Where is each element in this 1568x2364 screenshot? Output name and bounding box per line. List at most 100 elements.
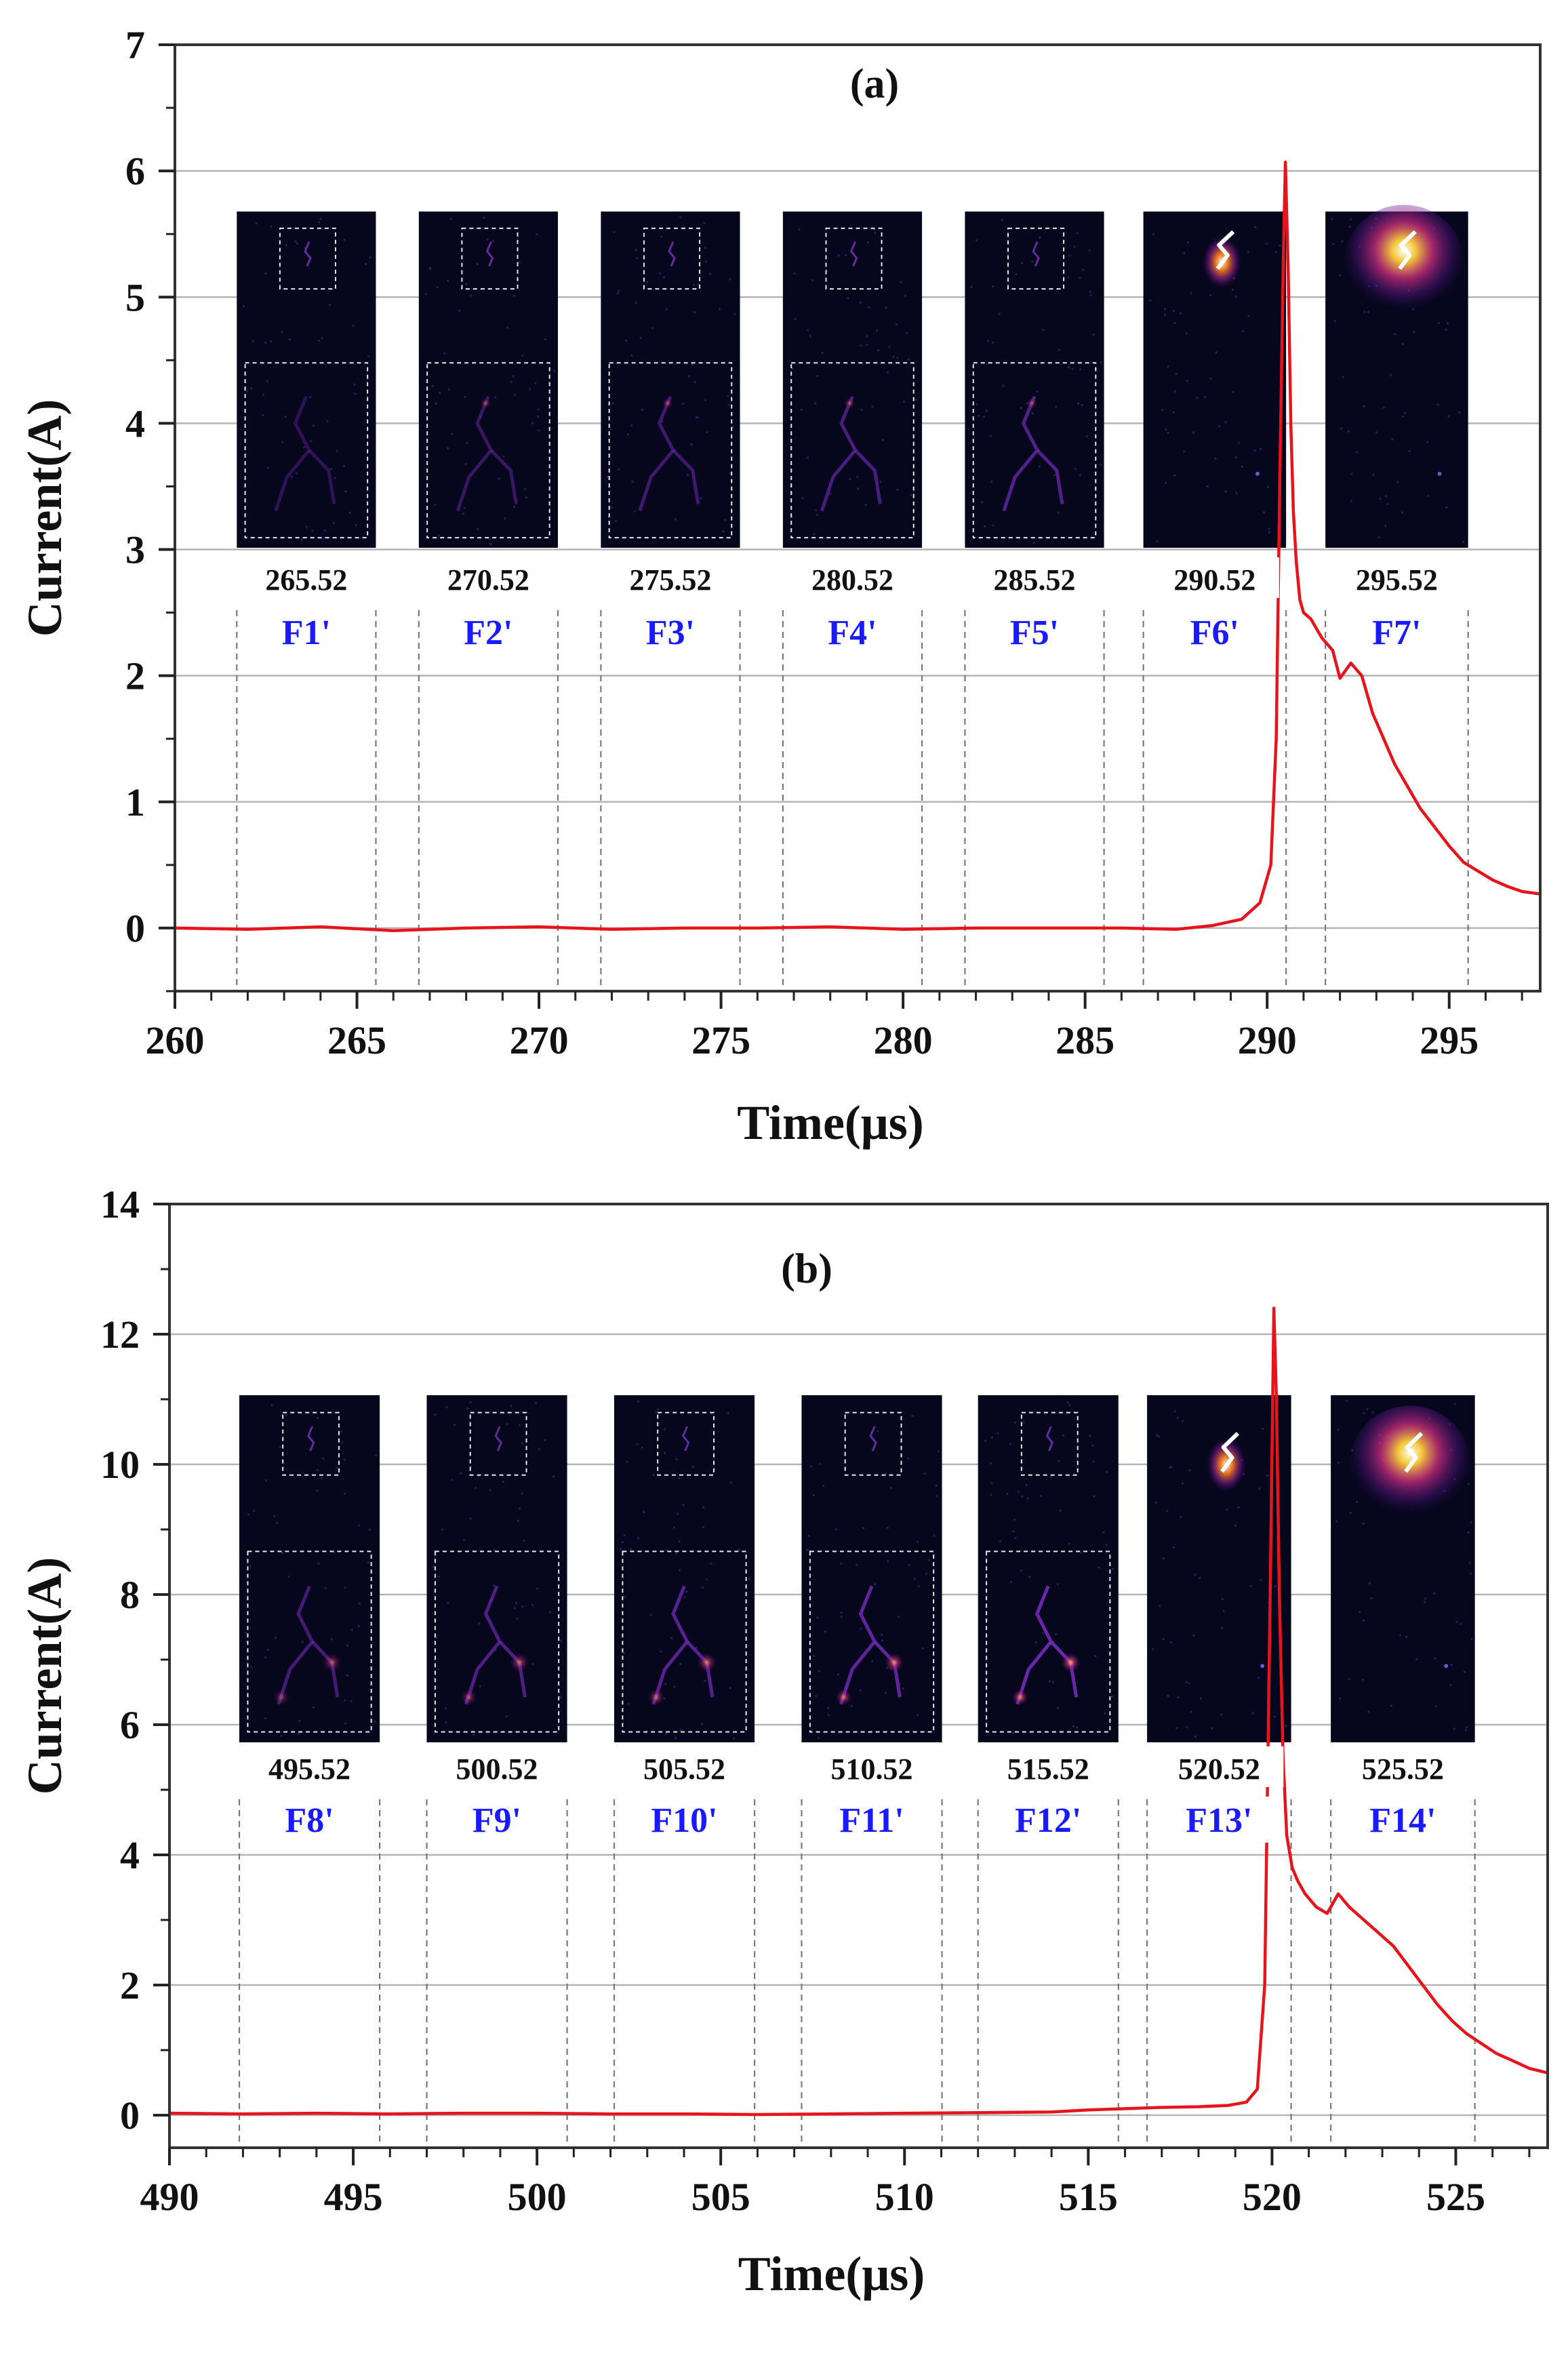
frame-image-5 (965, 212, 1104, 548)
noise-speck (318, 221, 321, 224)
noise-speck (1382, 406, 1385, 409)
noise-speck (432, 1565, 435, 1568)
noise-speck (635, 248, 637, 251)
noise-speck (807, 329, 809, 332)
noise-speck (516, 1618, 519, 1620)
noise-speck (1401, 416, 1404, 418)
noise-speck (435, 1636, 438, 1639)
noise-speck (433, 504, 436, 506)
noise-speck (1438, 322, 1441, 325)
bright-spot (835, 1689, 853, 1706)
noise-speck (536, 1587, 538, 1590)
noise-speck (790, 492, 793, 495)
noise-speck (443, 352, 446, 355)
noise-speck (970, 285, 973, 288)
noise-speck (1346, 1399, 1348, 1402)
noise-speck (474, 1487, 477, 1489)
noise-speck (1241, 466, 1243, 468)
noise-speck (1255, 471, 1260, 476)
time-label-background (424, 557, 553, 598)
noise-speck (1186, 1726, 1188, 1729)
noise-speck (1105, 1544, 1108, 1546)
noise-speck (859, 1689, 862, 1691)
noise-speck (469, 1401, 472, 1404)
noise-speck (1237, 441, 1240, 444)
noise-speck (907, 358, 910, 361)
noise-speck (245, 1641, 248, 1643)
noise-speck (610, 506, 613, 509)
noise-speck (252, 340, 254, 342)
streamer-trace (494, 1426, 502, 1451)
noise-speck (1242, 330, 1245, 333)
noise-speck (1390, 374, 1392, 376)
noise-speck (860, 1627, 862, 1630)
bright-spot (1060, 1652, 1081, 1672)
noise-speck (515, 1602, 518, 1605)
noise-speck (801, 497, 804, 500)
noise-speck (365, 262, 367, 265)
noise-speck (1218, 425, 1221, 428)
noise-speck (693, 380, 696, 383)
noise-speck (1079, 368, 1082, 371)
noise-speck (807, 1534, 810, 1537)
noise-speck (621, 1541, 624, 1544)
noise-speck (1015, 273, 1018, 276)
time-label-background (620, 1746, 749, 1787)
frame-label-background (427, 609, 550, 655)
noise-speck (886, 1527, 889, 1529)
noise-speck (981, 501, 984, 504)
noise-speck (1260, 1664, 1265, 1668)
noise-speck (275, 1637, 277, 1639)
noise-speck (1039, 1495, 1042, 1498)
noise-speck (424, 293, 427, 296)
noise-speck (447, 388, 450, 391)
noise-speck (1447, 415, 1450, 418)
noise-speck (1091, 1445, 1094, 1447)
noise-speck (1426, 441, 1429, 443)
noise-speck (1445, 506, 1448, 509)
noise-speck (702, 1586, 704, 1589)
noise-speck (483, 216, 485, 219)
noise-speck (1263, 511, 1266, 514)
streamer-trace (308, 449, 336, 504)
noise-speck (1041, 1632, 1044, 1635)
noise-speck (874, 1583, 877, 1586)
noise-speck (682, 403, 685, 405)
noise-speck (1074, 468, 1077, 470)
noise-speck (1014, 1537, 1017, 1540)
noise-speck (1163, 308, 1166, 310)
y-tick-label: 0 (120, 2093, 140, 2138)
noise-speck (892, 355, 895, 358)
noise-speck (1079, 277, 1081, 279)
noise-speck (706, 431, 708, 434)
noise-speck (655, 1411, 658, 1414)
noise-speck (523, 1540, 525, 1542)
noise-speck (1390, 1704, 1392, 1707)
noise-speck (1032, 542, 1035, 544)
frame-image-background (237, 212, 376, 548)
noise-speck (531, 1604, 534, 1607)
noise-speck (446, 447, 449, 449)
noise-speck (862, 1527, 865, 1529)
frame-time-label: 520.52 (1178, 1752, 1260, 1786)
noise-speck (917, 1585, 920, 1588)
noise-speck (1089, 291, 1092, 294)
noise-speck (262, 393, 264, 396)
noise-speck (896, 357, 899, 359)
noise-speck (353, 383, 356, 386)
noise-speck (538, 429, 540, 432)
y-tick-label: 1 (125, 780, 145, 824)
noise-speck (317, 1562, 320, 1565)
noise-speck (346, 1644, 349, 1647)
noise-speck (538, 1448, 541, 1451)
noise-speck (921, 1647, 924, 1650)
noise-speck (1338, 1461, 1340, 1464)
noise-speck (614, 519, 617, 522)
frame-name-label: F8' (285, 1801, 334, 1840)
noise-speck (1094, 1655, 1097, 1658)
x-tick-label: 265 (327, 1018, 386, 1062)
noise-speck (449, 218, 452, 220)
noise-speck (1199, 1577, 1201, 1580)
noise-speck (1092, 334, 1095, 336)
